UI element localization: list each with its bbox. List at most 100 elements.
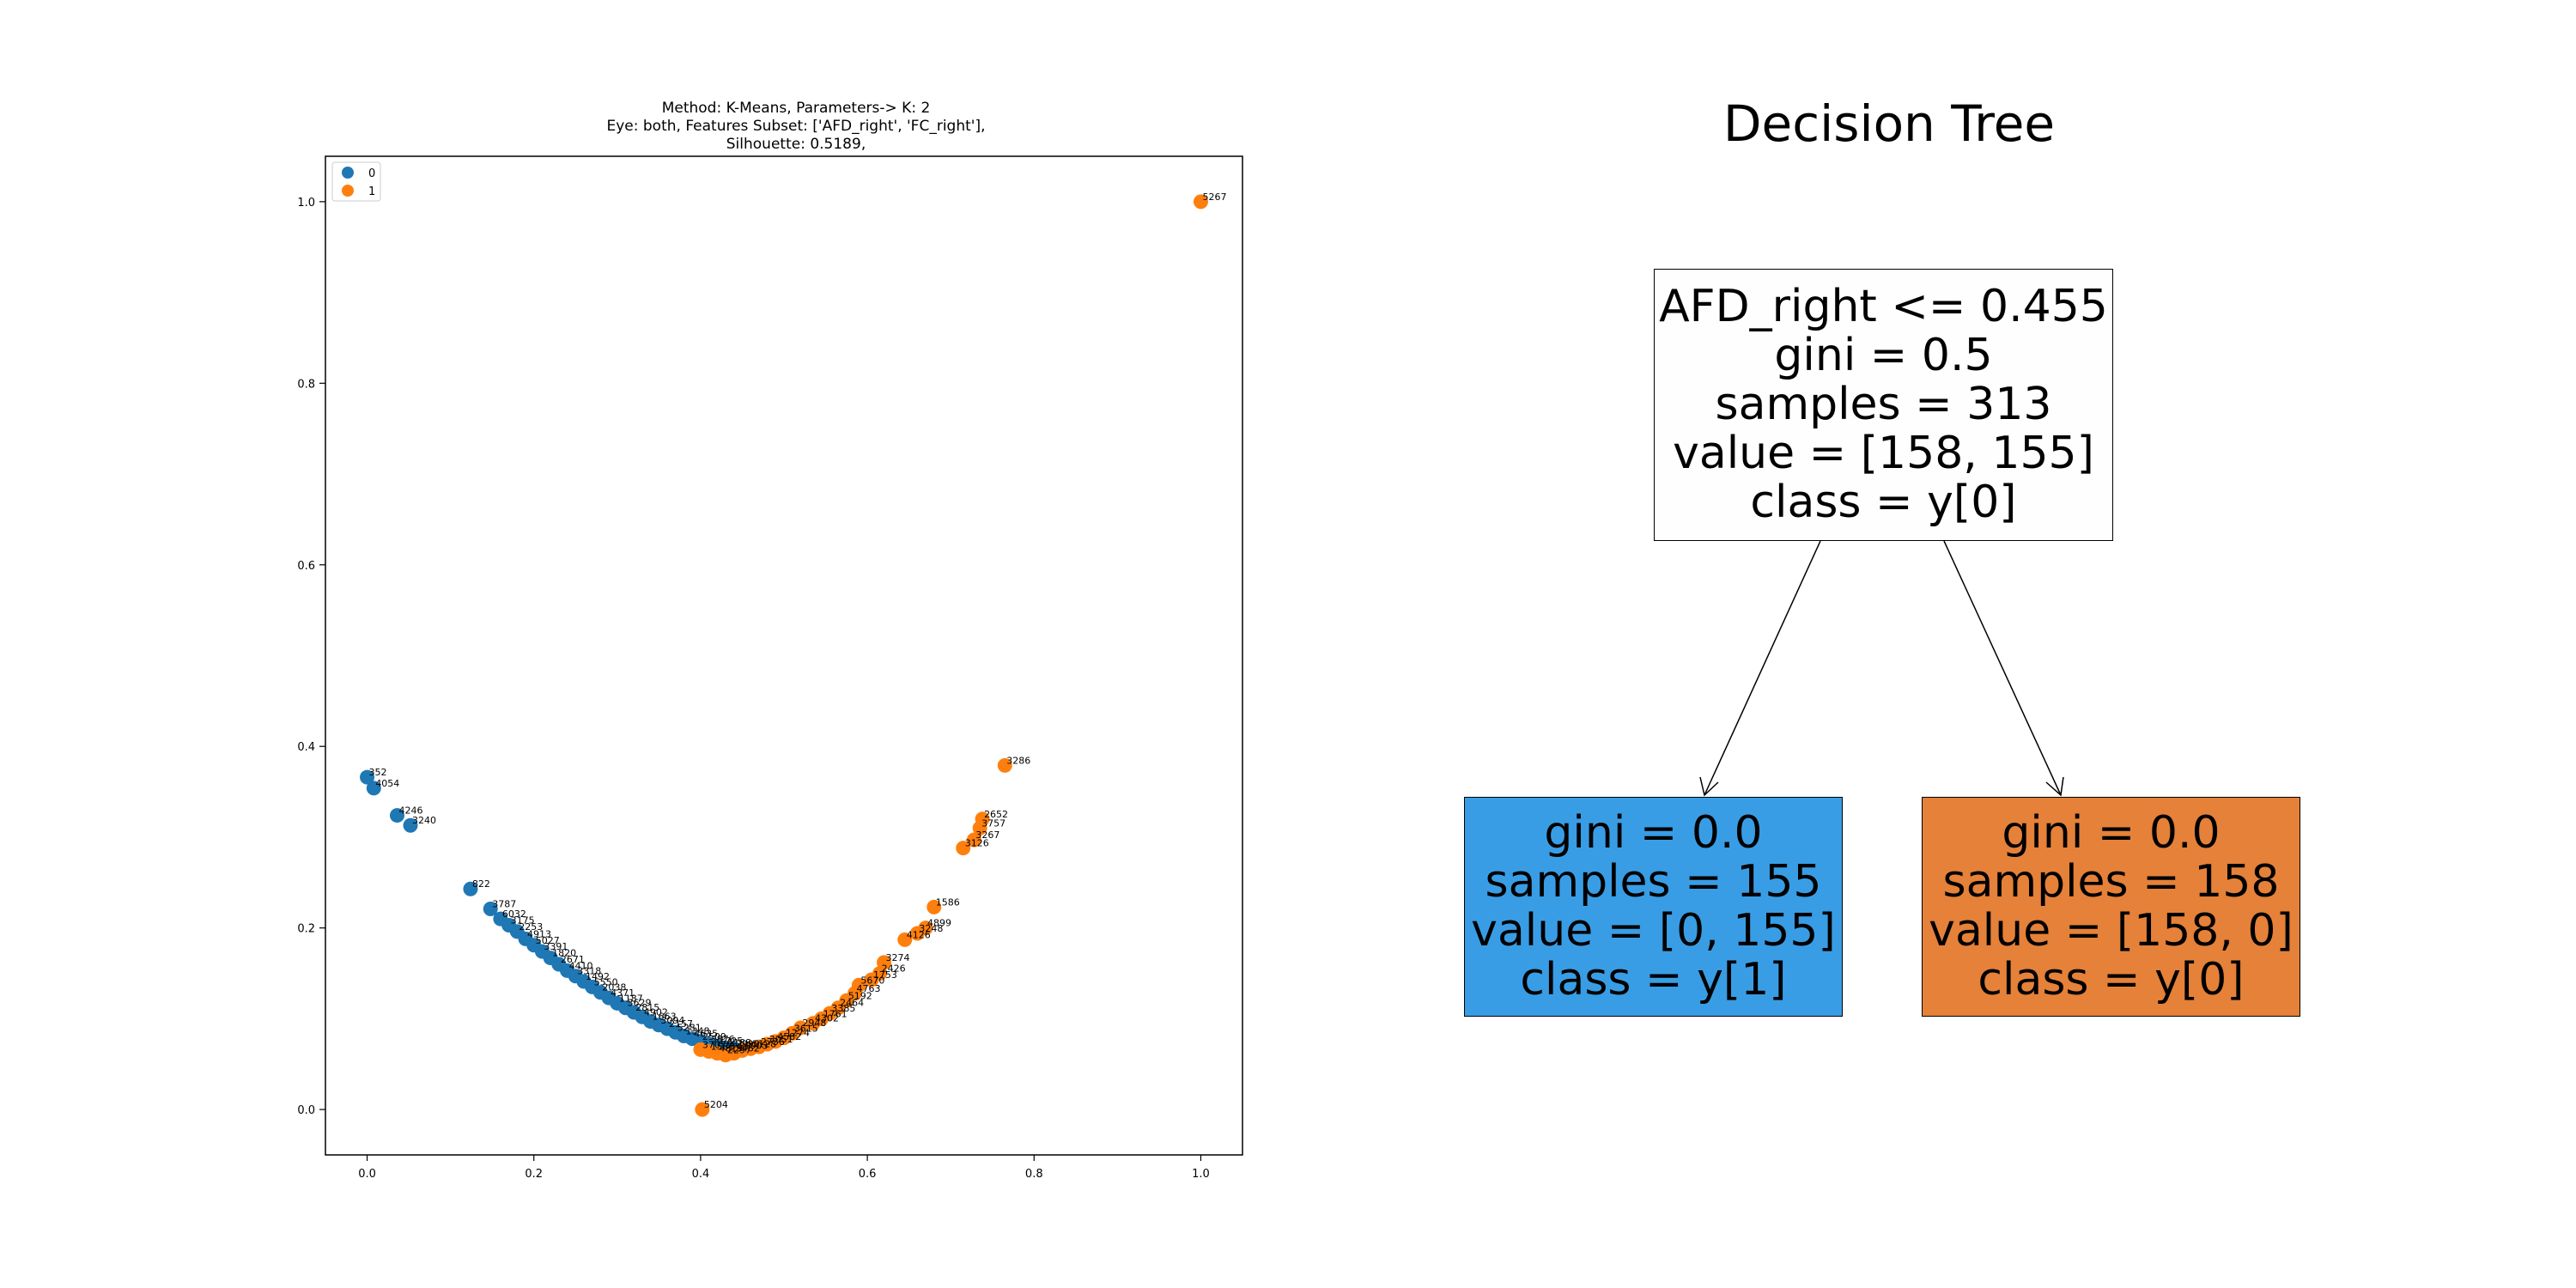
scatter-point-cluster-0-0 (360, 769, 375, 785)
point-label-cluster-0-19: 4371 (611, 987, 635, 999)
point-label-cluster-1-4: 3757 (981, 817, 1005, 829)
axes: 0.0 0.2 0.4 0.6 0.8 1.0 0.0 0.2 0.4 0.6 0.8 1.0 (297, 197, 1209, 1181)
root-split-rule: AFD_right <= 0.455 (1659, 281, 2108, 332)
x-tick-label-2: 0.4 (692, 1168, 710, 1181)
chart-title-line-2: Eye: both, Features Subset: ['AFD_right'… (606, 118, 985, 135)
y-tick-label-1: 0.2 (297, 923, 315, 936)
y-tick-label-3: 0.6 (297, 560, 315, 573)
root-class: class = y[0] (1750, 477, 2017, 528)
point-label-cluster-0-31: 3876 (711, 1034, 735, 1045)
point-label-cluster-0-3: 3240 (412, 815, 436, 826)
legend-marker-0 (342, 167, 354, 179)
tree-node-left-leaf: gini = 0.0 samples = 155 value = [0, 155… (1464, 797, 1843, 1017)
root-samples: samples = 313 (1715, 379, 2052, 430)
point-label-cluster-1-5: 3267 (975, 829, 999, 841)
scatter-point-cluster-1-13 (864, 972, 879, 987)
legend-label-1: 1 (368, 185, 375, 198)
point-label-cluster-0-6: 6032 (502, 908, 526, 920)
point-label-cluster-1-9: 3248 (919, 923, 943, 934)
point-label-cluster-0-13: 2671 (561, 954, 585, 965)
point-label-cluster-1-6: 3126 (965, 838, 989, 849)
point-label-cluster-1-2: 3286 (1006, 755, 1030, 766)
y-tick-label-4: 0.8 (297, 378, 315, 391)
point-label-cluster-1-11: 3274 (886, 952, 910, 963)
x-tick-label-5: 1.0 (1192, 1168, 1210, 1181)
point-label-cluster-1-20: 4302 (815, 1013, 839, 1024)
x-tick-label-0: 0.0 (358, 1168, 376, 1181)
point-label-cluster-1-3: 2652 (984, 809, 1008, 820)
point-label-cluster-1-7: 1586 (936, 896, 960, 908)
right-value: value = [158, 0] (1929, 905, 2293, 957)
point-label-cluster-1-13: 1753 (873, 969, 897, 981)
point-label-cluster-1-32: 1588 (711, 1041, 735, 1052)
point-label-cluster-1-26: 2736 (761, 1036, 785, 1048)
tree-node-right-leaf: gini = 0.0 samples = 158 value = [158, 0… (1922, 797, 2300, 1017)
point-label-cluster-0-27: 5281 (677, 1022, 702, 1033)
point-label-cluster-0-11: 3391 (544, 941, 568, 952)
point-label-cluster-0-26: 2157 (669, 1018, 693, 1030)
point-label-cluster-0-5: 3787 (492, 898, 516, 909)
right-samples: samples = 158 (1942, 856, 2280, 908)
left-gini: gini = 0.0 (1544, 807, 1763, 859)
scatter-point-cluster-1-4 (972, 820, 987, 835)
point-label-cluster-0-20: 1187 (619, 993, 643, 1004)
point-label-cluster-0-17: 5550 (594, 976, 618, 987)
x-tick-label-3: 0.6 (859, 1168, 877, 1181)
point-label-cluster-0-9: 4913 (527, 928, 551, 939)
point-label-cluster-1-22: 3615 (794, 1023, 818, 1034)
point-label-cluster-1-14: 5670 (860, 975, 884, 986)
point-label-cluster-0-16: 1492 (586, 971, 610, 982)
root-value: value = [158, 155] (1673, 428, 2094, 479)
scatter-point-cluster-1-9 (909, 926, 925, 941)
chart-title-line-1: Method: K-Means, Parameters-> K: 2 (662, 100, 931, 117)
point-label-cluster-0-8: 2253 (519, 921, 543, 933)
right-gini: gini = 0.0 (2002, 807, 2221, 859)
scatter-point-cluster-1-7 (927, 899, 942, 914)
point-label-cluster-1-27: 5128 (752, 1038, 776, 1049)
point-label-cluster-1-24: 4582 (777, 1031, 801, 1042)
point-label-cluster-0-29: 4635 (694, 1029, 718, 1040)
tree-node-root: AFD_right <= 0.455 gini = 0.5 samples = … (1654, 269, 2113, 541)
x-tick-label-4: 0.8 (1025, 1168, 1043, 1181)
point-label-cluster-1-1: 5204 (704, 1099, 728, 1110)
tree-title: Decision Tree (1722, 94, 2056, 153)
right-class: class = y[0] (1978, 954, 2245, 1005)
scatter-point-cluster-0-1 (366, 781, 381, 796)
scatter-point-cluster-1-1 (695, 1102, 710, 1117)
point-label-cluster-1-19: 1761 (823, 1008, 848, 1019)
scatter-points (360, 194, 1208, 1117)
point-label-cluster-1-10: 4126 (907, 929, 931, 940)
point-label-cluster-0-1: 4054 (375, 778, 399, 789)
x-tick-label-1: 0.2 (525, 1168, 543, 1181)
tree-edge-left (1704, 540, 1821, 796)
scatter-point-cluster-0-2 (389, 808, 404, 823)
scatter-point-cluster-0-5 (483, 901, 498, 916)
y-tick-label-5: 1.0 (297, 197, 315, 210)
plot-area-frame (325, 155, 1243, 1156)
tree-edge-left-arrowhead (1699, 776, 1719, 797)
point-label-cluster-0-32: 1725 (719, 1036, 743, 1047)
point-label-cluster-0-23: 4902 (644, 1006, 668, 1018)
point-label-cluster-0-22: 2815 (635, 1002, 659, 1013)
chart-title: Method: K-Means, Parameters-> K: 2 Eye: … (606, 100, 985, 153)
point-label-cluster-0-30: 2509 (702, 1031, 726, 1042)
point-label-cluster-1-12: 2426 (882, 963, 906, 975)
point-label-cluster-1-29: 3462 (736, 1043, 760, 1054)
scatter-point-cluster-0-4 (463, 881, 478, 896)
legend-marker-1 (342, 185, 354, 197)
point-label-cluster-0-25: 3094 (660, 1015, 684, 1026)
scatter-point-cluster-0-3 (403, 817, 418, 833)
point-label-cluster-0-15: 3318 (577, 966, 601, 977)
point-label-cluster-0-18: 2038 (602, 982, 626, 993)
point-label-cluster-1-31: 4819 (719, 1043, 743, 1054)
point-label-cluster-0-7: 3175 (511, 915, 535, 927)
y-tick-label-2: 0.4 (297, 741, 315, 754)
scatter-point-cluster-1-0 (1193, 194, 1208, 210)
point-label-cluster-0-28: 1348 (685, 1025, 709, 1036)
legend: 0 1 (331, 161, 381, 202)
scatter-point-cluster-1-20 (805, 1016, 821, 1031)
left-value: value = [0, 155] (1471, 905, 1836, 957)
point-label-cluster-1-8: 4899 (927, 918, 951, 929)
